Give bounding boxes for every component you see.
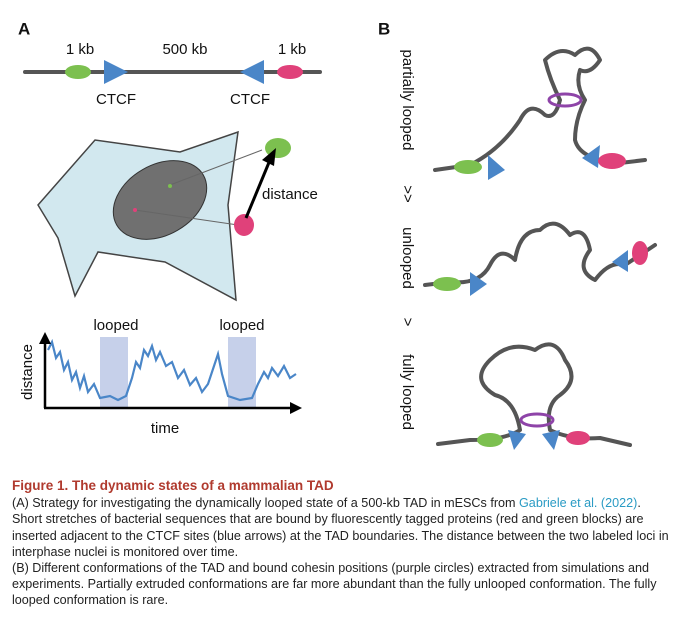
- text: . Short stretches of bacterial sequences…: [12, 496, 669, 559]
- distance-trace: [47, 338, 297, 402]
- caption-paragraph: (A) Strategy for investigating the dynam…: [12, 495, 670, 560]
- ctcf-label: CTCF: [96, 91, 136, 108]
- looped-label: looped: [219, 317, 264, 334]
- comparison: >: [399, 318, 416, 327]
- x-axis-label: time: [151, 420, 179, 437]
- ctcf-label: CTCF: [230, 91, 270, 108]
- red-locus: [277, 65, 303, 79]
- red-locus: [234, 214, 254, 236]
- zoom-line: [134, 209, 239, 226]
- red-dot: [133, 208, 137, 212]
- looped-shade: [228, 337, 256, 407]
- ctcf-site: [240, 60, 264, 84]
- chromatin: [433, 46, 647, 172]
- red-locus: [598, 153, 626, 169]
- citation-link[interactable]: Gabriele et al. (2022): [519, 496, 638, 511]
- ctcf-site: [582, 145, 600, 168]
- distance-label: distance: [262, 186, 318, 203]
- green-locus: [477, 433, 503, 447]
- ctcf-site: [470, 272, 487, 296]
- red-locus: [566, 431, 590, 445]
- cohesin: [547, 92, 583, 108]
- green-locus: [433, 277, 461, 291]
- ctcf-site: [542, 430, 560, 450]
- caption-paragraph: (B) Different conformations of the TAD a…: [12, 561, 657, 608]
- ctcf-site: [612, 250, 628, 272]
- comparison: >>: [399, 185, 416, 203]
- red-locus: [632, 241, 648, 265]
- green-locus: [454, 160, 482, 174]
- state-label: unlooped: [399, 227, 416, 289]
- arrow-head: [39, 332, 51, 344]
- ctcf-site: [488, 155, 505, 180]
- green-locus: [65, 65, 91, 79]
- zoom-line: [169, 149, 263, 186]
- looped-shade: [100, 337, 128, 407]
- ctcf-site: [104, 60, 128, 84]
- state-label: fully looped: [399, 354, 416, 430]
- figure: A 1 kb 500 kb 1 kb CTCF CTCF distance lo…: [18, 19, 657, 450]
- size-label: 1 kb: [278, 41, 306, 58]
- size-label: 500 kb: [162, 41, 207, 58]
- ctcf-site: [508, 430, 526, 450]
- green-dot: [168, 184, 172, 188]
- arrow-head: [262, 148, 276, 166]
- distance-arrow: [244, 159, 272, 219]
- size-label: 1 kb: [66, 41, 94, 58]
- arrow-head: [290, 402, 302, 414]
- looped-label: looped: [93, 317, 138, 334]
- chromatin: [423, 221, 657, 287]
- y-axis-label: distance: [19, 344, 36, 400]
- state-label: partially looped: [399, 50, 416, 151]
- caption: Figure 1. The dynamic states of a mammal…: [12, 478, 670, 609]
- text: (A) Strategy for investigating the dynam…: [12, 496, 520, 511]
- panel-label: B: [378, 19, 390, 38]
- panel-label: A: [18, 19, 30, 38]
- cohesin: [519, 412, 555, 428]
- chromatin: [436, 342, 632, 447]
- caption-title: Figure 1. The dynamic states of a mammal…: [12, 478, 334, 493]
